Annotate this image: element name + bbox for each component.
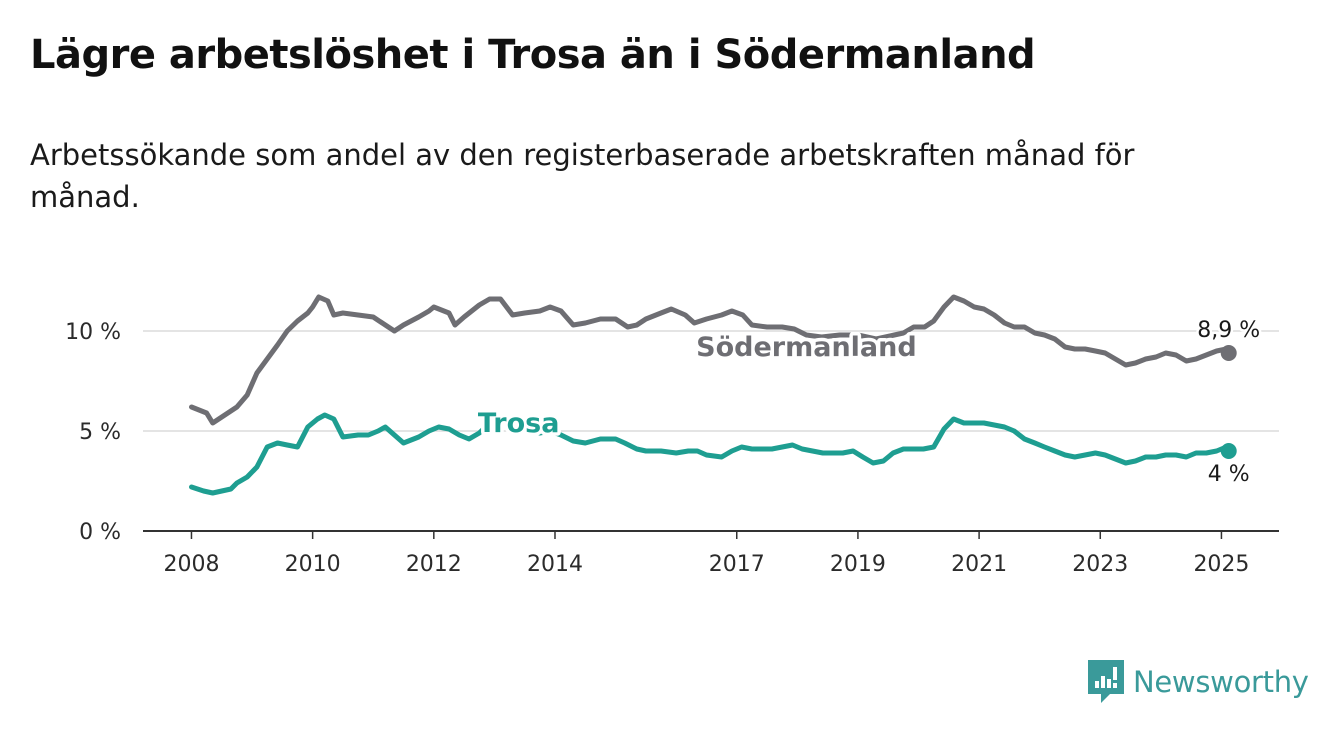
x-tick-label: 2021	[951, 552, 1007, 577]
x-tick-label: 2012	[406, 552, 462, 577]
chart-subtitle: Arbetssökande som andel av den registerb…	[30, 138, 1135, 214]
end-point-s-dermanland	[1220, 345, 1237, 361]
x-axis: 2008 2010 2012 2014 2017 2019 2021 2023 2025	[143, 530, 1279, 577]
chart-title: Lägre arbetslöshet i Trosa än i Söderman…	[30, 32, 1036, 78]
series-label-trosa: Trosa	[478, 408, 560, 439]
end-point-trosa	[1220, 443, 1237, 459]
brand-name: Newsworthy	[1133, 665, 1309, 699]
x-tick-label: 2019	[830, 552, 886, 577]
y-tick-label: 0 %	[79, 520, 121, 545]
end-label-trosa: 4 %	[1208, 462, 1250, 487]
y-tick-label: 10 %	[65, 320, 121, 345]
gridlines	[143, 330, 1279, 432]
x-tick-label: 2014	[527, 552, 583, 577]
x-tick-label: 2008	[163, 552, 219, 577]
series-line-trosa	[189, 412, 1232, 496]
newsworthy-brand[interactable]: Newsworthy	[1088, 660, 1309, 704]
newsworthy-logo-icon	[1088, 660, 1124, 703]
y-tick-label: 5 %	[79, 420, 121, 445]
end-label-s-dermanland: 8,9 %	[1197, 318, 1260, 343]
x-tick-label: 2023	[1072, 552, 1128, 577]
series-labels: 8,9 % 4 % Södermanland Trosa	[474, 316, 1262, 490]
series-lines	[189, 294, 1237, 496]
series-line-s-dermanland	[189, 294, 1232, 426]
y-axis-ticks: 0 % 5 % 10 %	[65, 320, 121, 545]
x-tick-label: 2017	[709, 552, 765, 577]
x-tick-label: 2025	[1193, 552, 1249, 577]
series-label-sodermanland: Södermanland	[696, 332, 917, 363]
x-tick-label: 2010	[285, 552, 341, 577]
